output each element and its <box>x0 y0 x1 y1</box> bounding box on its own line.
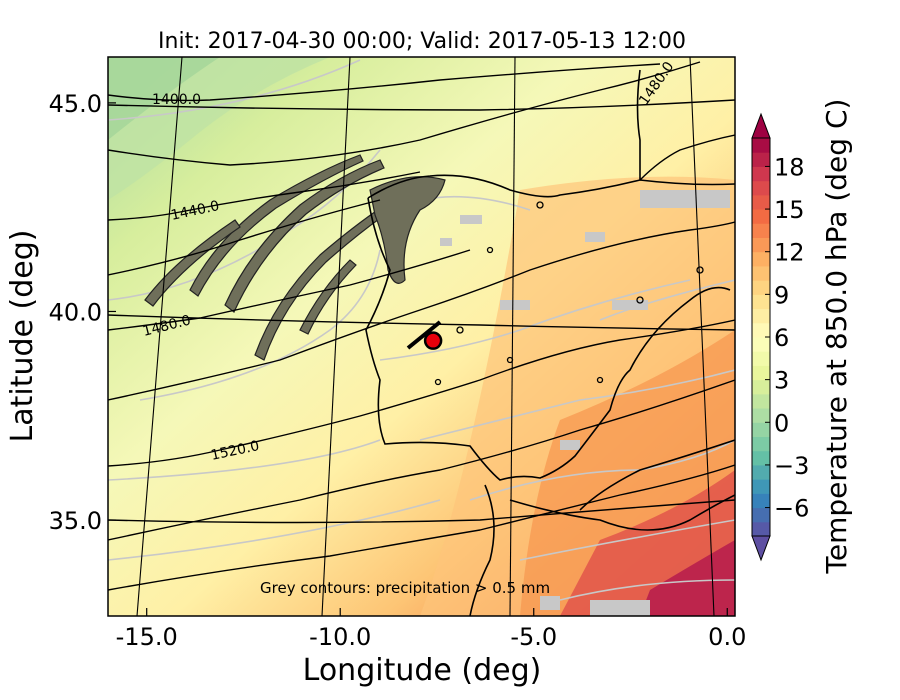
colorbar-segment <box>752 308 770 324</box>
graticule <box>136 57 715 616</box>
x-tick-label: -15.0 <box>116 623 178 651</box>
colorbar-segment <box>752 365 770 381</box>
colorbar-segment <box>752 408 770 423</box>
y-axis: 35.0 40.0 45.0 <box>49 90 116 535</box>
colorbar-segment <box>752 280 770 295</box>
colorbar-segment <box>752 379 770 395</box>
y-tick-label: 35.0 <box>49 507 102 535</box>
colorbar-segment <box>752 507 770 523</box>
colorbar-tick-label: 15 <box>774 196 805 224</box>
x-tick-label: -10.0 <box>309 623 371 651</box>
y-tick-label: 45.0 <box>49 90 102 118</box>
x-axis-label: Longitude (deg) <box>303 653 542 688</box>
colorbar-segment <box>752 166 770 182</box>
colorbar-segment <box>752 450 770 466</box>
colorbar-segment <box>752 521 770 537</box>
colorbar-segment <box>752 251 770 267</box>
height-contours <box>108 61 735 591</box>
colorbar-label: Temperature at 850.0 hPa (deg C) <box>820 99 853 575</box>
x-axis: -15.0 -10.0 -5.0 0.0 <box>116 608 746 651</box>
colorbar-segment <box>752 464 770 480</box>
colorbar-tick-label: 12 <box>774 239 805 267</box>
colorbar-segment <box>752 180 770 196</box>
colorbar-tick-label: −6 <box>774 495 809 523</box>
precipitation-patches <box>440 190 730 616</box>
colorbar-segment <box>752 209 770 224</box>
x-tick-label: 0.0 <box>708 623 746 651</box>
colorbar-tick-label: 18 <box>774 153 805 181</box>
colorbar-segment <box>752 493 770 509</box>
coastline <box>365 69 735 616</box>
colorbar-segment <box>752 337 770 352</box>
colorbar-segment <box>752 351 770 366</box>
colorbar-tick-label: −3 <box>774 452 809 480</box>
map-area: 1400.0 1440.0 1480.0 1520.0 1480.0 Grey … <box>108 57 735 616</box>
cold-core <box>108 57 220 140</box>
map-title: Init: 2017-04-30 00:00; Valid: 2017-05-1… <box>158 29 686 54</box>
map-frame <box>107 56 736 617</box>
colorbar-segment <box>752 436 770 452</box>
colorbar-tick-label: 0 <box>774 409 789 437</box>
colorbar-tick-label: 3 <box>774 367 789 395</box>
colorbar-tick-label: 9 <box>774 281 789 309</box>
y-axis-label: Latitude (deg) <box>5 230 40 443</box>
y-tick-label: 40.0 <box>49 298 102 326</box>
colorbar-segment <box>752 223 770 238</box>
location-marker <box>423 331 443 350</box>
small-islands <box>434 201 704 386</box>
x-tick-label: -5.0 <box>510 623 557 651</box>
colorbar-segment <box>752 322 770 338</box>
colorbar-extend-max <box>751 112 771 139</box>
colorbar-segment <box>752 237 770 253</box>
colorbar-tick-label: 6 <box>774 324 789 352</box>
colorbar: −6 −3 0 3 6 9 12 15 18 <box>751 112 809 562</box>
colorbar-segment <box>752 422 770 437</box>
colorbar-segment <box>752 393 770 409</box>
marker-stick <box>406 320 442 350</box>
colorbar-segment <box>752 294 770 310</box>
contour-label-1400: 1400.0 <box>152 92 201 108</box>
colorbar-extend-min <box>751 535 771 562</box>
colorbar-segment <box>752 138 770 153</box>
colorbar-segment <box>752 194 770 210</box>
colorbar-segment <box>752 479 770 494</box>
terrain-contours <box>144 154 446 361</box>
colorbar-segment <box>752 265 770 281</box>
precip-annotation: Grey contours: precipitation > 0.5 mm <box>260 579 550 597</box>
colorbar-segment <box>752 152 770 167</box>
